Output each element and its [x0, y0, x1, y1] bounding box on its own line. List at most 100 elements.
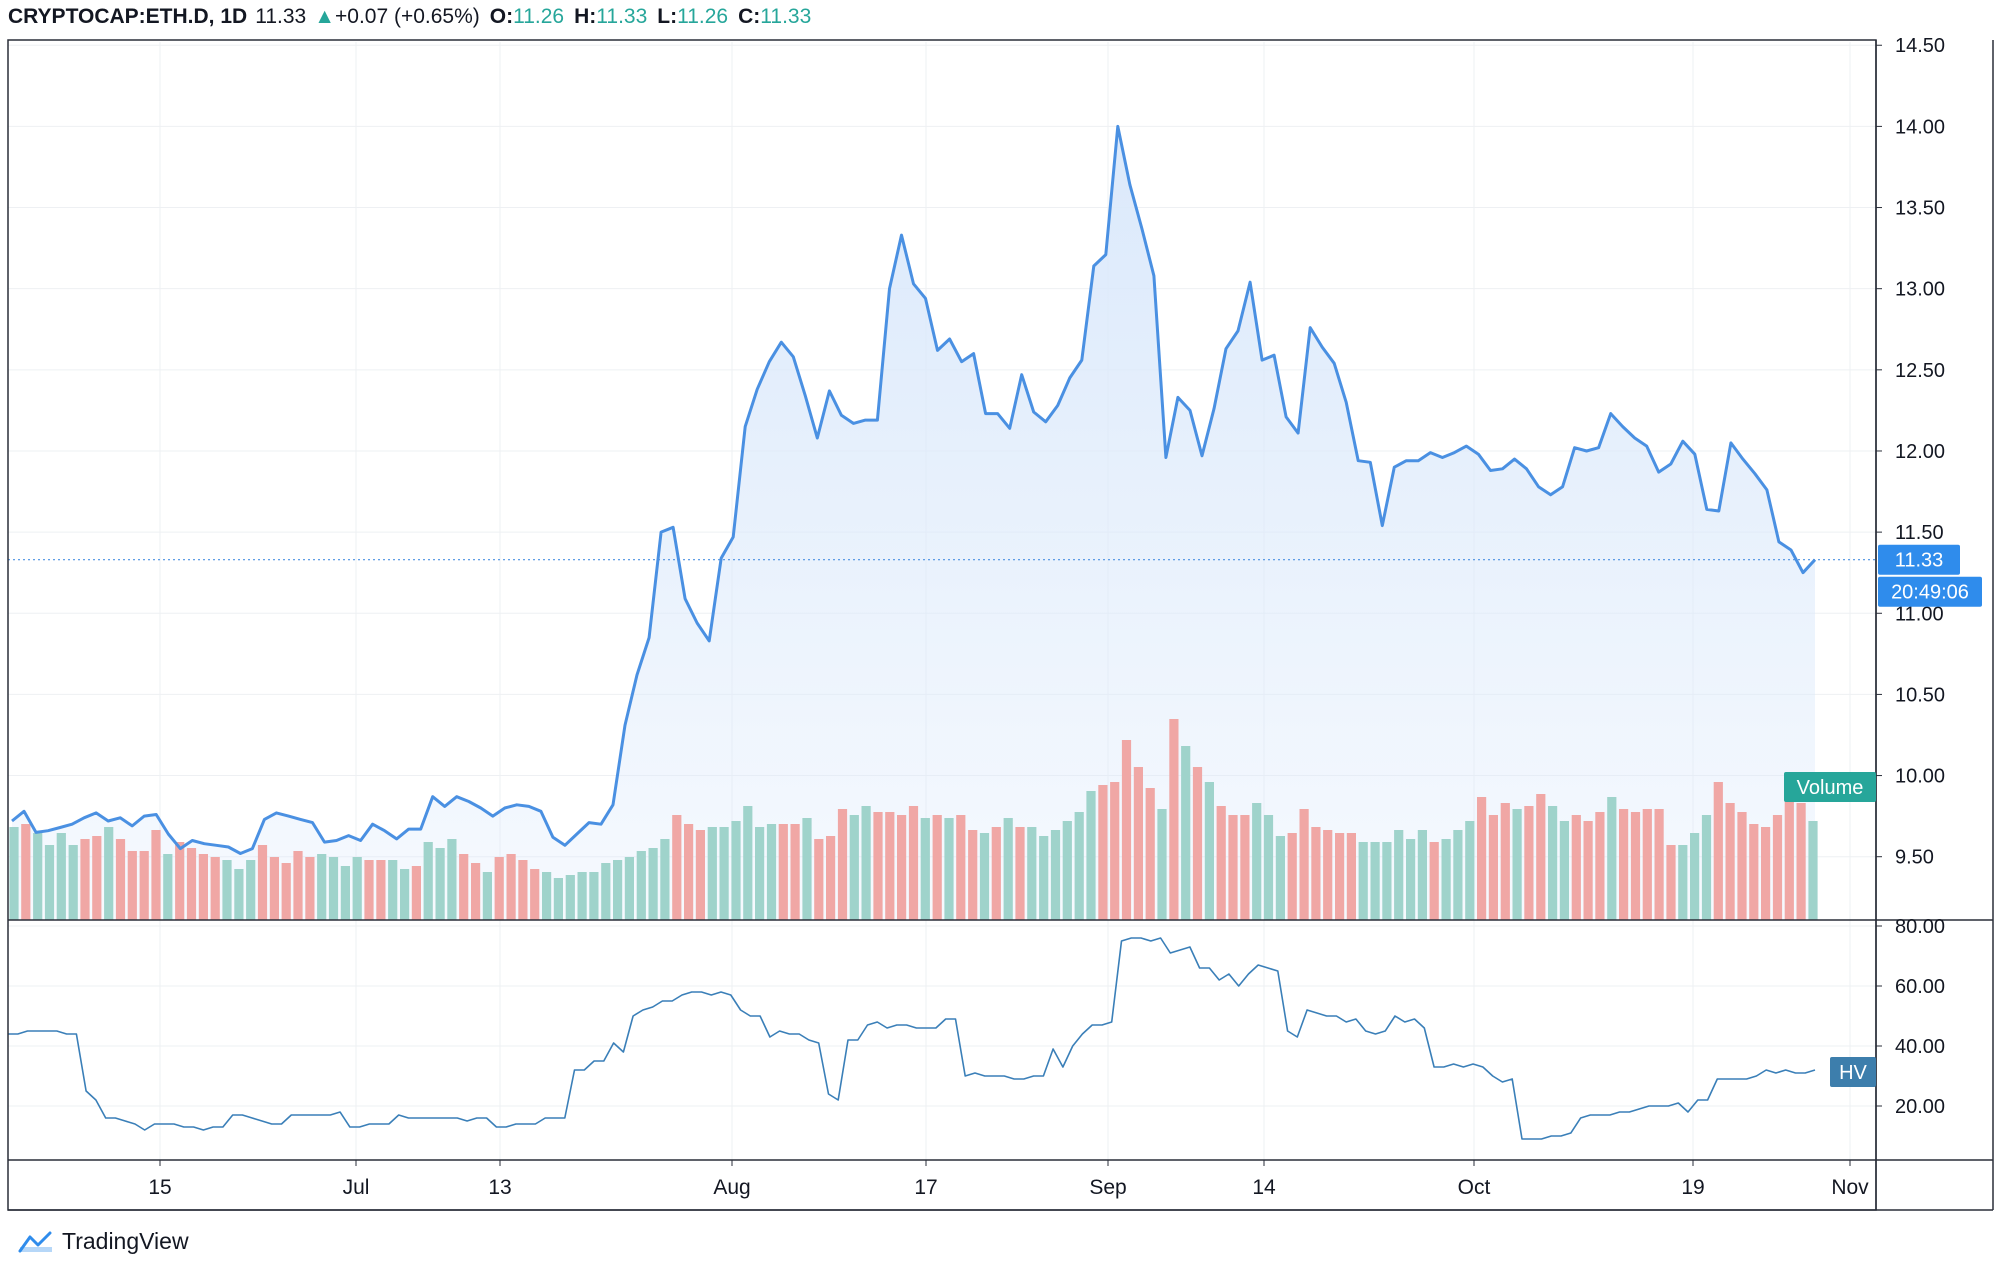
- volume-bar: [1701, 815, 1712, 920]
- x-tick-label: Jul: [343, 1176, 370, 1199]
- price-change: +0.07 (+0.65%): [335, 5, 480, 28]
- low-label: L:: [657, 5, 678, 28]
- volume-bar: [1216, 806, 1226, 920]
- volume-bar: [695, 830, 705, 920]
- open-label: O:: [489, 5, 514, 28]
- volume-bar: [826, 836, 836, 920]
- volume-bar: [281, 863, 291, 920]
- volume-bar: [1500, 803, 1510, 920]
- volume-bar: [471, 863, 481, 920]
- volume-bar: [388, 860, 398, 920]
- volume-bar: [1488, 815, 1498, 920]
- y-tick-label: 11.50: [1895, 522, 1944, 544]
- volume-bar: [1275, 836, 1285, 920]
- volume-bar: [411, 866, 421, 920]
- volume-bar: [1346, 833, 1356, 920]
- volume-bar: [1796, 803, 1806, 920]
- volume-bar: [719, 827, 729, 920]
- volume-bar: [293, 851, 303, 920]
- volume-bar: [530, 869, 540, 920]
- symbol-name[interactable]: CRYPTOCAP:ETH.D, 1D: [8, 5, 248, 28]
- volume-bar: [9, 827, 19, 920]
- volume-bar: [1713, 782, 1723, 920]
- volume-bar: [1725, 803, 1735, 920]
- branding[interactable]: TradingView: [18, 1228, 189, 1255]
- last-price-badge-bg: [1878, 544, 1960, 575]
- volume-bar: [1263, 815, 1274, 920]
- volume-bar: [837, 809, 848, 920]
- y-tick-label: 10.50: [1895, 684, 1945, 706]
- volume-bar: [1548, 806, 1558, 920]
- volume-badge: Volume: [1784, 772, 1876, 802]
- y-tick-label: 9.50: [1895, 847, 1934, 869]
- volume-bar: [21, 824, 31, 920]
- volume-bar: [506, 854, 516, 920]
- volume-bar: [104, 827, 114, 920]
- volume-bar: [1761, 827, 1771, 920]
- volume-bar: [305, 857, 315, 920]
- price-area: [12, 126, 1815, 920]
- volume-bar: [1370, 842, 1380, 920]
- low-value: 11.26: [677, 5, 729, 28]
- volume-bar: [340, 866, 350, 920]
- volume-bar: [127, 851, 137, 920]
- volume-bar: [1678, 845, 1688, 920]
- volume-bar: [210, 857, 220, 920]
- volume-bar: [1382, 842, 1392, 920]
- price-axis-ticks: 14.50 14.00 13.50 13.00 12.50 12.00 11.50 11.00…: [1876, 35, 1945, 869]
- volume-bar: [897, 815, 907, 920]
- volume-bar: [151, 830, 161, 920]
- symbol-header: CRYPTOCAP:ETH.D, 1D 11.33 ▲ +0.07 (+0.65…: [8, 0, 811, 34]
- volume-bar: [1524, 806, 1534, 920]
- y-tick-label: 11.00: [1895, 603, 1944, 625]
- volume-bar: [1145, 788, 1155, 920]
- branding-text: TradingView: [62, 1228, 189, 1254]
- volume-bar: [186, 848, 197, 920]
- volume-bar: [1133, 767, 1143, 920]
- volume-bar: [908, 806, 919, 920]
- y-tick-label: 80.00: [1895, 916, 1945, 938]
- volume-bar: [1074, 812, 1084, 920]
- volume-bar: [198, 854, 208, 920]
- volume-bar: [968, 830, 978, 920]
- price-line: [11, 124, 1817, 855]
- volume-bar: [1157, 809, 1167, 920]
- y-tick-label: 14.50: [1895, 35, 1945, 57]
- volume-bar: [577, 872, 587, 920]
- volume-bar: [979, 833, 990, 920]
- volume-bar: [518, 860, 528, 920]
- last-price-badge: 11.33 20:49:06: [1878, 544, 1982, 607]
- volume-bar: [1358, 842, 1368, 920]
- y-tick-label: 10.00: [1895, 766, 1945, 788]
- volume-bar: [1465, 821, 1475, 920]
- volume-bar: [435, 848, 445, 920]
- volume-bar: [494, 857, 504, 920]
- volume-bar: [1512, 809, 1522, 920]
- x-tick-label: 17: [914, 1176, 937, 1199]
- volume-bar: [648, 848, 658, 920]
- volume-bar: [246, 860, 256, 920]
- volume-bar: [1784, 800, 1794, 920]
- up-arrow-icon: ▲: [314, 5, 335, 28]
- volume-bar: [1098, 785, 1108, 920]
- volume-bars: [9, 719, 1818, 920]
- volume-bar: [814, 839, 824, 920]
- volume-bar: [1062, 821, 1072, 920]
- volume-bar: [1169, 719, 1179, 920]
- volume-bar: [1406, 839, 1416, 920]
- x-tick-label: Nov: [1831, 1176, 1869, 1199]
- volume-bar: [1690, 833, 1700, 920]
- volume-bar: [1039, 836, 1049, 920]
- volume-bar: [1192, 767, 1203, 920]
- x-tick-label: Sep: [1089, 1176, 1126, 1199]
- y-tick-label: 13.50: [1895, 198, 1945, 220]
- volume-bar: [684, 824, 694, 920]
- y-tick-label: 14.00: [1895, 116, 1945, 138]
- volume-bar: [1299, 809, 1309, 920]
- volume-bar: [991, 827, 1001, 920]
- volume-bar: [1571, 815, 1581, 920]
- volume-bar: [956, 815, 966, 920]
- volume-bar: [861, 806, 871, 920]
- volume-bar: [1477, 797, 1487, 920]
